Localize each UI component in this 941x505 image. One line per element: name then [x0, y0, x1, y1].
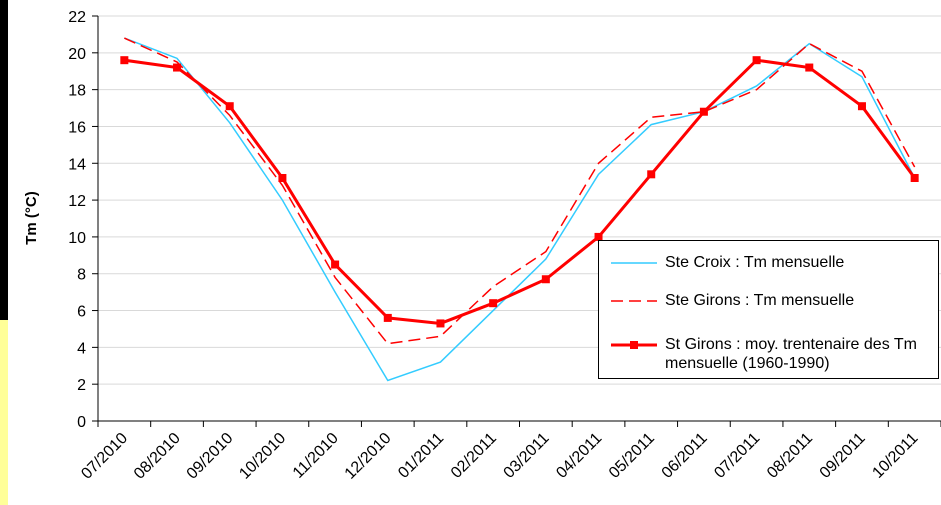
legend-swatch [611, 300, 657, 302]
point-marker [436, 319, 445, 328]
legend-swatch [611, 262, 657, 264]
legend: Ste Croix : Tm mensuelle Ste Girons : Tm … [598, 240, 939, 379]
legend-label: St Girons : moy. trentenaire des Tm mens… [665, 336, 917, 372]
point-marker [489, 299, 498, 308]
y-axis-label: Tm (°C) [23, 191, 40, 245]
point-marker [383, 313, 392, 322]
legend-label: Ste Girons : Tm mensuelle [665, 292, 855, 309]
y-tick-label: 0 [77, 414, 86, 431]
legend-item: Ste Girons : Tm mensuelle [609, 291, 937, 310]
legend-marker [630, 341, 638, 349]
point-marker [857, 102, 866, 111]
x-tick-label: 05/2011 [606, 430, 658, 482]
legend-label: Ste Croix : Tm mensuelle [665, 254, 845, 271]
x-tick-label: 10/2010 [236, 430, 289, 483]
point-marker [805, 63, 814, 72]
point-marker [594, 232, 603, 241]
side-strip [0, 0, 8, 320]
x-tick-label: 12/2010 [342, 430, 395, 483]
legend-item: St Girons : moy. trentenaire des Tm mens… [609, 335, 937, 373]
x-tick-label: 06/2011 [659, 430, 711, 482]
x-tick-label: 11/2010 [290, 430, 342, 482]
y-tick-label: 10 [68, 230, 86, 247]
y-tick-label: 4 [77, 340, 86, 357]
series-line [124, 58, 916, 325]
point-marker [541, 275, 550, 284]
y-tick-label: 14 [68, 156, 86, 173]
x-tick-label: 10/2011 [869, 430, 921, 482]
legend-swatch [611, 341, 657, 349]
point-marker [752, 56, 761, 65]
x-tick-label: 01/2011 [395, 430, 447, 482]
point-marker [699, 107, 708, 116]
y-tick-label: 20 [68, 46, 86, 63]
y-tick-label: 12 [68, 193, 86, 210]
x-tick-label: 02/2011 [448, 430, 500, 482]
series-line [124, 37, 916, 345]
x-tick-label: 07/2010 [78, 430, 131, 483]
x-tick-label: 08/2010 [131, 430, 184, 483]
point-marker [120, 56, 129, 65]
y-tick-label: 8 [77, 267, 86, 284]
y-tick-label: 2 [77, 377, 86, 394]
y-tick-label: 18 [68, 83, 86, 100]
point-marker [331, 260, 340, 269]
legend-item: Ste Croix : Tm mensuelle [609, 253, 937, 272]
point-marker [225, 102, 234, 111]
point-marker [910, 174, 919, 182]
x-tick-label: 04/2011 [553, 430, 605, 482]
x-tick-label: 07/2011 [711, 430, 763, 482]
side-strip [0, 320, 8, 505]
point-marker [647, 170, 656, 179]
y-tick-label: 6 [77, 304, 86, 321]
x-tick-label: 09/2010 [184, 430, 237, 483]
point-marker [278, 174, 287, 182]
y-tick-label: 16 [68, 119, 86, 136]
point-marker [173, 63, 182, 72]
x-tick-label: 03/2011 [501, 430, 553, 482]
x-tick-label: 09/2011 [817, 430, 869, 482]
x-tick-label: 08/2011 [764, 430, 816, 482]
y-tick-label: 22 [68, 9, 86, 26]
